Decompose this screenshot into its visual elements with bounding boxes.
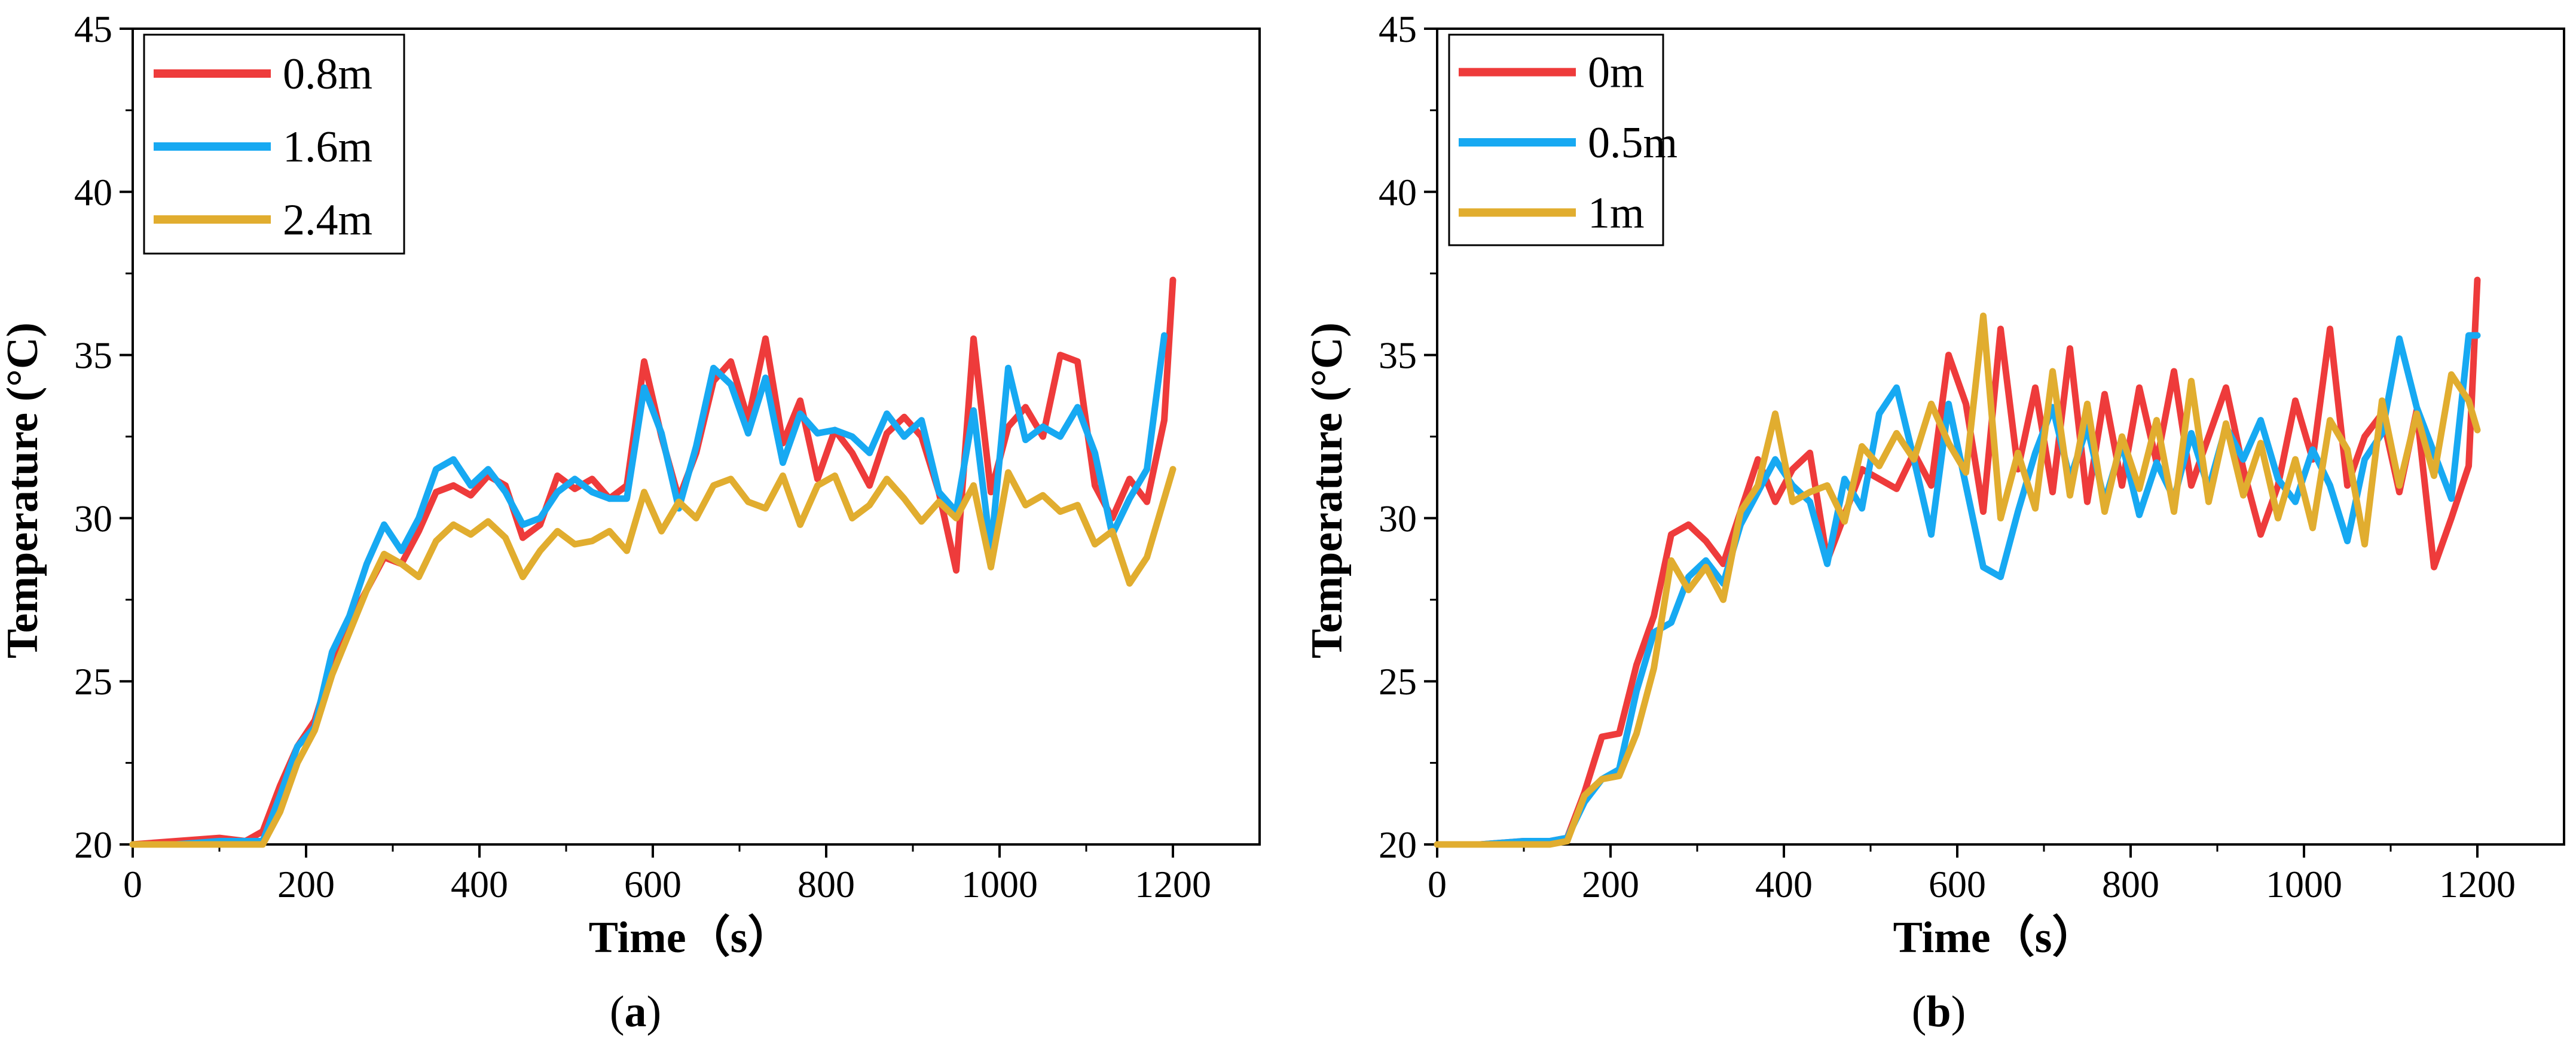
series-line-0m <box>1434 276 2481 848</box>
series-line-1.6m <box>129 332 1168 848</box>
legend-label-1m: 1m <box>1588 188 1645 237</box>
x-axis-title: Time（s） <box>1893 913 2097 962</box>
y-tick-label: 35 <box>1379 334 1417 377</box>
panel-label: (b) <box>1912 987 1966 1036</box>
legend-label-0.8m: 0.8m <box>283 50 372 99</box>
panel-b: 0 200 400 600 800 1000 1200 20 25 30 35 40 45 Time（s）… <box>1303 8 2565 1036</box>
series-line-1m <box>1434 312 2481 848</box>
x-tick-label: 800 <box>2102 863 2159 905</box>
y-tick-label: 45 <box>1379 8 1417 50</box>
x-tick-label: 1200 <box>1135 863 1211 905</box>
y-axis-title: Temperature (°C) <box>0 322 47 658</box>
y-tick-label: 40 <box>1379 171 1417 214</box>
x-tick-label: 800 <box>797 863 855 905</box>
legend-label-2.4m: 2.4m <box>283 196 372 245</box>
y-tick-label: 20 <box>74 824 112 866</box>
x-tick-label: 1200 <box>2439 863 2516 905</box>
x-tick-label: 400 <box>1755 863 1813 905</box>
legend-label-0.5m: 0.5m <box>1588 118 1677 167</box>
legend-label-0m: 0m <box>1588 48 1645 97</box>
y-tick-label: 20 <box>1379 824 1417 866</box>
y-tick-label: 35 <box>74 334 112 377</box>
panel-label: (a) <box>610 987 661 1036</box>
series-line-0.8m <box>129 276 1177 848</box>
x-tick-label: 0 <box>123 863 142 905</box>
x-tick-label: 1000 <box>2266 863 2342 905</box>
x-tick-label: 600 <box>1929 863 1986 905</box>
x-tick-label: 400 <box>451 863 508 905</box>
legend: 0m 0.5m 1m <box>1448 33 1677 246</box>
x-tick-label: 200 <box>277 863 335 905</box>
legend-label-1.6m: 1.6m <box>283 123 372 172</box>
panel-a: 0 200 400 600 800 1000 1200 20 25 30 35 40 45 Time（s）… <box>0 8 1261 1036</box>
y-tick-label: 25 <box>74 660 112 703</box>
y-axis-title: Temperature (°C) <box>1303 322 1352 658</box>
y-tick-label: 30 <box>1379 497 1417 539</box>
x-tick-label: 200 <box>1582 863 1639 905</box>
x-axis-title: Time（s） <box>589 913 792 962</box>
x-tick-label: 600 <box>624 863 682 905</box>
series-line-2.4m <box>129 466 1177 848</box>
y-tick-label: 45 <box>74 8 112 50</box>
x-tick-label: 0 <box>1428 863 1447 905</box>
y-tick-label: 30 <box>74 497 112 539</box>
x-tick-label: 1000 <box>961 863 1038 905</box>
y-tick-label: 25 <box>1379 660 1417 703</box>
y-tick-label: 40 <box>74 171 112 214</box>
legend: 0.8m 1.6m 2.4m <box>143 33 405 255</box>
